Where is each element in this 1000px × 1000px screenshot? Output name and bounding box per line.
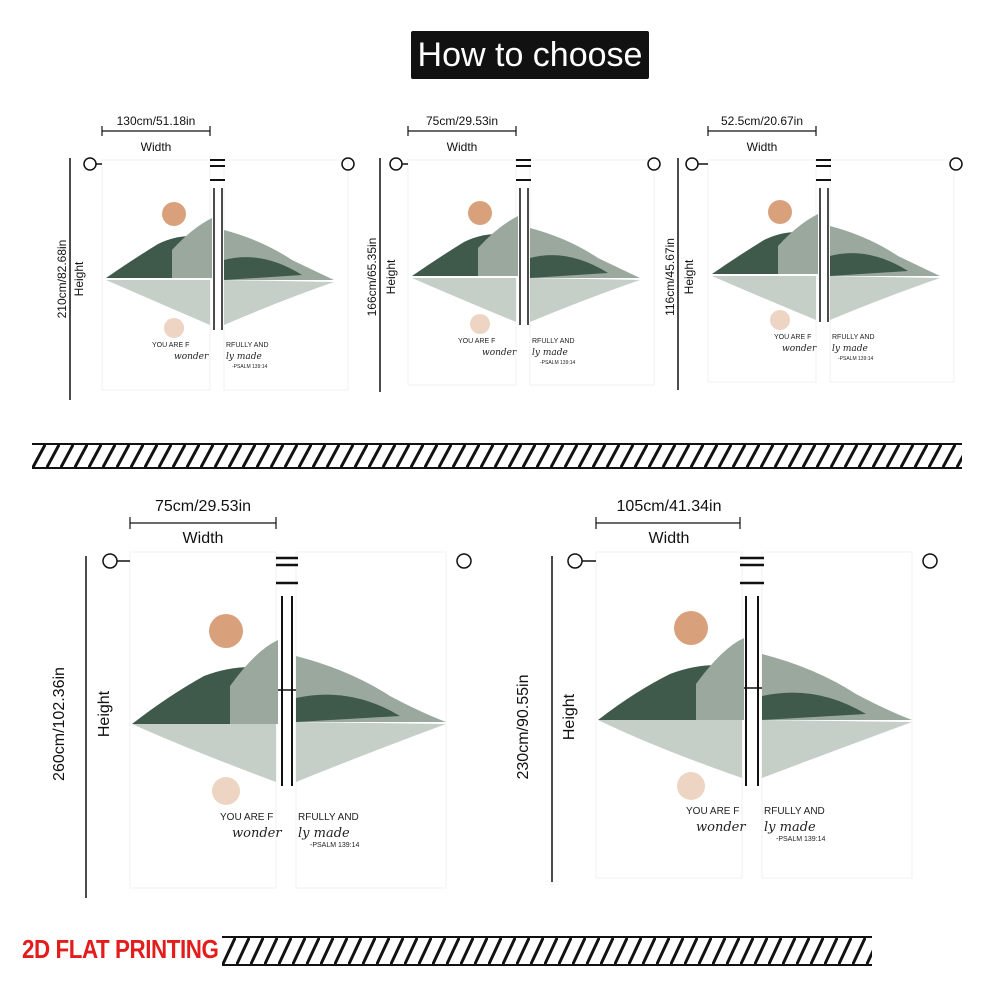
print-citation: -PSALM 139:14 [838, 356, 874, 362]
print-line2-left: wonder [232, 826, 282, 841]
print-line1-left: YOU ARE F [774, 334, 812, 341]
height-dimension: 260cm/102.36in [51, 667, 68, 781]
print-line2-right: ly made [532, 348, 568, 358]
print-line1-left: YOU ARE F [686, 806, 740, 817]
page-title: How to choose [411, 31, 649, 79]
print-line1-right: RFULLY AND [764, 806, 825, 817]
height-label: Height [72, 261, 86, 297]
print-line1-right: RFULLY AND [832, 334, 875, 341]
width-dimension: 75cm/29.53in [154, 498, 252, 515]
print-line1-right: RFULLY AND [532, 338, 575, 345]
print-citation: -PSALM 139:14 [776, 836, 826, 843]
curtain-graphic [69, 126, 355, 400]
footer-label: 2D FLAT PRINTING [22, 934, 219, 964]
curtain-panel-3: 52.5cm/20.67in Width 116cm/45.67in Heigh… [663, 110, 972, 410]
divider-stripe [32, 443, 962, 469]
curtain-graphic [85, 517, 472, 898]
sun-shape [162, 202, 186, 226]
print-citation: -PSALM 139:14 [232, 364, 268, 370]
footer-stripe [222, 936, 872, 966]
print-line1-left: YOU ARE F [152, 342, 190, 349]
width-label: Width [446, 140, 478, 154]
print-citation: -PSALM 139:14 [310, 842, 360, 849]
height-label: Height [561, 693, 578, 741]
print-line2-left: wonder [782, 344, 817, 354]
print-line1-left: YOU ARE F [220, 812, 274, 823]
height-dimension: 230cm/90.55in [515, 674, 532, 780]
width-dimension: 52.5cm/20.67in [720, 114, 804, 128]
width-dimension: 75cm/29.53in [425, 114, 499, 128]
print-line2-left: wonder [174, 352, 209, 362]
height-label: Height [96, 690, 113, 738]
curtain-panel-4: 75cm/29.53in Width 260cm/102.36in Height… [51, 490, 480, 900]
height-dimension: 210cm/82.68in [55, 239, 69, 319]
print-citation: -PSALM 139:14 [540, 360, 576, 366]
height-dimension: 116cm/45.67in [663, 238, 677, 316]
curtain-graphic [379, 126, 661, 392]
width-label: Width [182, 530, 224, 547]
height-dimension: 166cm/65.35in [365, 237, 379, 317]
curtain-graphic [551, 517, 938, 882]
height-label: Height [384, 259, 398, 295]
height-label: Height [682, 259, 696, 295]
print-line1-left: YOU ARE F [458, 338, 496, 345]
width-dimension: 105cm/41.34in [616, 498, 722, 515]
print-line2-left: wonder [696, 820, 746, 835]
width-dimension: 130cm/51.18in [116, 114, 196, 128]
print-line2-left: wonder [482, 348, 517, 358]
curtain-panel-1: 130cm/51.18in Width 210cm/82.68in Height… [55, 110, 362, 410]
curtain-graphic [677, 126, 963, 390]
print-line2-right: ly made [298, 826, 350, 841]
print-line1-right: RFULLY AND [298, 812, 359, 823]
width-label: Width [648, 530, 690, 547]
width-label: Width [140, 140, 172, 154]
print-line2-right: ly made [764, 820, 816, 835]
curtain-panel-2: 75cm/29.53in Width 166cm/65.35in Height … [365, 110, 672, 410]
print-line1-right: RFULLY AND [226, 342, 269, 349]
print-line2-right: ly made [832, 344, 868, 354]
print-line2-right: ly made [226, 352, 262, 362]
curtain-panel-5: 105cm/41.34in Width 230cm/90.55in Height… [515, 490, 954, 900]
width-label: Width [746, 140, 778, 154]
